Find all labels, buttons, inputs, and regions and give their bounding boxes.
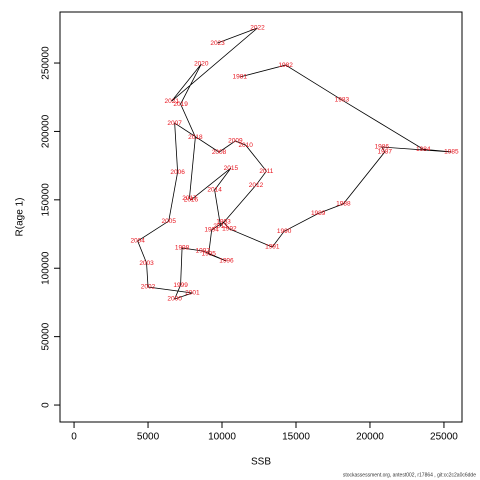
plot-frame xyxy=(59,11,463,423)
point-label: 2003 xyxy=(139,260,154,267)
point-label: 1987 xyxy=(378,149,393,156)
point-label: 1999 xyxy=(173,282,188,289)
point-label: 2019 xyxy=(173,101,188,108)
point-label: 1986 xyxy=(375,144,390,151)
point-label: 2023 xyxy=(210,40,225,47)
y-tick-label: 0 xyxy=(41,402,52,408)
trajectory-line xyxy=(137,27,452,300)
point-label: 1993 xyxy=(216,219,231,226)
point-label: 2010 xyxy=(238,142,253,149)
point-label: 2006 xyxy=(170,169,185,176)
y-axis-label: R(age 1) xyxy=(15,198,26,237)
y-tick-label: 200000 xyxy=(41,114,52,148)
y-tick-label: 100000 xyxy=(41,251,52,285)
point-label: 1983 xyxy=(335,97,350,104)
point-label: 2011 xyxy=(259,168,273,175)
point-label: 1982 xyxy=(278,62,293,69)
y-tick-label: 150000 xyxy=(41,183,52,217)
point-label: 1995 xyxy=(201,251,216,258)
point-label: 2015 xyxy=(224,165,239,172)
point-label: 2014 xyxy=(207,187,222,194)
x-tick-label: 0 xyxy=(71,432,77,443)
x-axis-label: SSB xyxy=(251,457,271,468)
x-tick-label: 15000 xyxy=(282,432,310,443)
footnote: stockassessment.org, antest002, r17864 ,… xyxy=(343,472,476,478)
point-label: 2018 xyxy=(188,134,203,141)
point-label: 2001 xyxy=(185,290,200,297)
point-label: 1990 xyxy=(277,228,292,235)
point-label: 1996 xyxy=(219,258,234,265)
point-label: 1991 xyxy=(265,244,280,251)
point-label: 2013 xyxy=(213,223,228,230)
point-label: 2021 xyxy=(164,98,179,105)
point-label: 2007 xyxy=(167,120,182,127)
point-label: 1994 xyxy=(204,227,219,234)
point-label: 2000 xyxy=(167,296,182,303)
x-tick-label: 5000 xyxy=(137,432,160,443)
point-label: 1988 xyxy=(336,201,351,208)
x-tick-label: 25000 xyxy=(430,432,458,443)
point-label: 2009 xyxy=(228,138,243,145)
point-label: 2005 xyxy=(162,218,177,225)
point-label: 2004 xyxy=(130,238,145,245)
point-label: 2017 xyxy=(182,195,197,202)
point-label: 1992 xyxy=(222,226,237,233)
x-tick-label: 10000 xyxy=(208,432,236,443)
y-tick-label: 50000 xyxy=(41,322,52,350)
point-label: 2008 xyxy=(212,149,227,156)
point-label: 1989 xyxy=(311,210,326,217)
point-label: 2002 xyxy=(141,284,156,291)
point-label: 2022 xyxy=(250,25,265,32)
point-label: 1981 xyxy=(233,74,248,81)
x-tick-label: 20000 xyxy=(356,432,384,443)
point-label: 2020 xyxy=(194,61,209,68)
point-label: 2012 xyxy=(249,182,264,189)
y-tick-label: 250000 xyxy=(41,46,52,80)
point-label: 1985 xyxy=(444,149,459,156)
point-label: 1998 xyxy=(175,245,190,252)
point-label: 1984 xyxy=(416,146,431,153)
point-label: 1997 xyxy=(196,248,211,255)
point-label: 2016 xyxy=(184,197,199,204)
